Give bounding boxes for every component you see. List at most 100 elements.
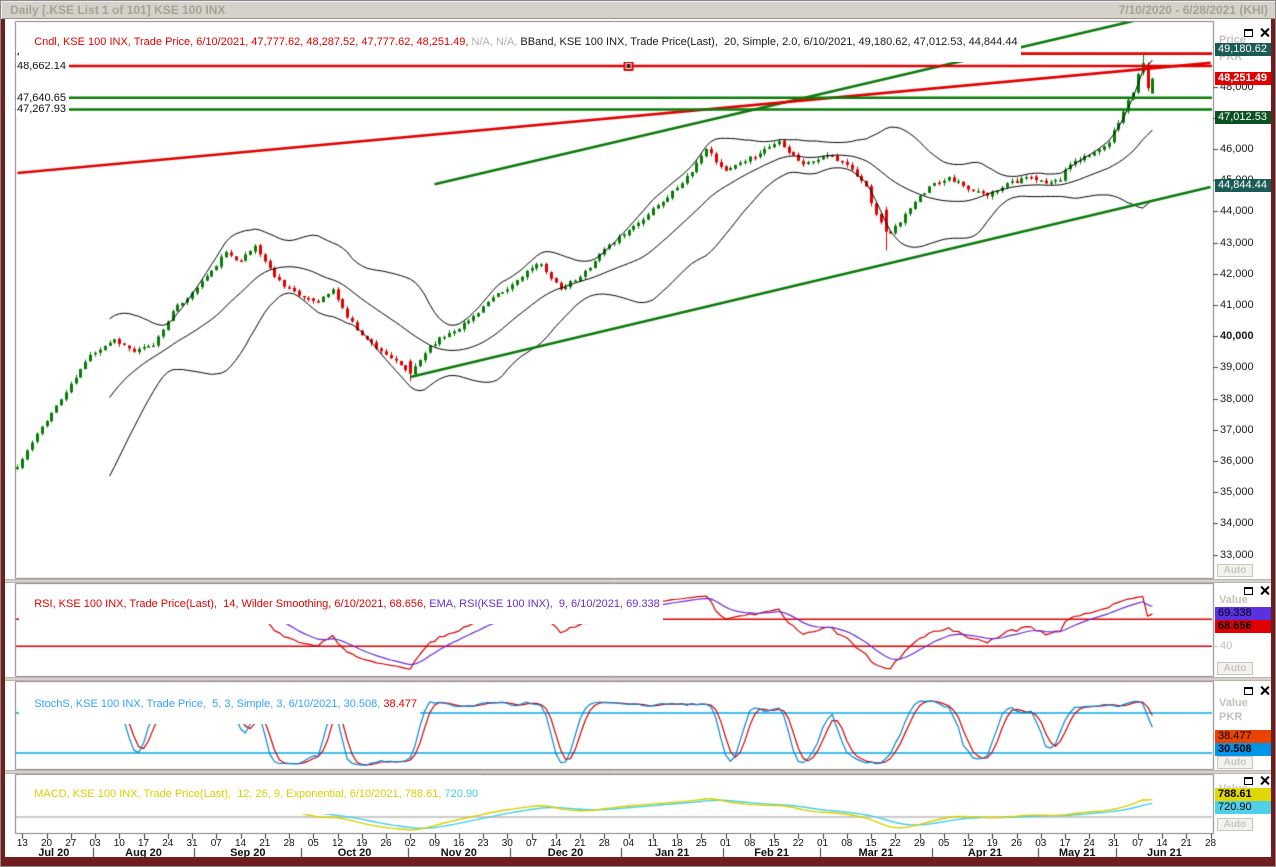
day-tick-label: 12 <box>962 838 974 849</box>
rsi-axis-auto-button[interactable]: Auto <box>1217 662 1253 675</box>
price-legend[interactable]: Cndl, KSE 100 INX, Trade Price, 6/10/202… <box>19 23 1021 62</box>
price-tick-label: 36,000 <box>1220 455 1254 467</box>
day-tick-label: 28 <box>1205 838 1217 849</box>
macd-legend-text: MACD, KSE 100 INX, Trade Price(Last), 12… <box>34 788 445 800</box>
day-tick-label: 05 <box>938 838 950 849</box>
macd-legend[interactable]: MACD, KSE 100 INX, Trade Price(Last), 12… <box>19 775 482 814</box>
day-tick-label: 28 <box>283 838 295 849</box>
rsi-pane-controls <box>1244 586 1274 598</box>
day-tick-label: 24 <box>162 838 174 849</box>
rsi-ema-legend-text: EMA, RSI(KSE 100 INX), 9, 6/10/2021, 69.… <box>429 598 660 610</box>
day-tick-label: 19 <box>356 838 368 849</box>
bband-mid-badge: 47,012.53 <box>1215 110 1275 124</box>
rsi-legend[interactable]: RSI, KSE 100 INX, Trade Price(Last), 14,… <box>19 585 663 624</box>
day-tick-label: 05 <box>307 838 319 849</box>
day-tick-label: 26 <box>1011 838 1023 849</box>
day-tick-label: 14 <box>550 838 562 849</box>
month-label: Aug 20 <box>125 847 162 859</box>
day-tick-label: 18 <box>671 838 683 849</box>
day-tick-label: 30 <box>501 838 513 849</box>
day-tick-label: 07 <box>210 838 222 849</box>
price-axis-auto-button[interactable]: Auto <box>1217 564 1253 577</box>
stoch-axis-currency: PKR <box>1219 711 1243 723</box>
price-tick-label: 46,000 <box>1220 143 1254 155</box>
macd-signal-legend-text: 720.90 <box>444 788 479 800</box>
pane-splitter-macd[interactable] <box>5 770 1273 774</box>
day-tick-label: 29 <box>914 838 926 849</box>
day-tick-label: 23 <box>477 838 489 849</box>
day-tick-label: 17 <box>1059 838 1071 849</box>
window-border-right <box>1271 19 1275 866</box>
stoch-k-badge: 30.508 <box>1215 743 1275 757</box>
last-price-badge: 48,251.49 <box>1215 72 1275 86</box>
day-tick-label: 15 <box>768 838 780 849</box>
maximize-icon[interactable] <box>1244 687 1253 695</box>
rsi-tick-label: 40 <box>1220 640 1233 653</box>
rsi-ema-badge: 69.338 <box>1215 607 1275 620</box>
month-label: Jul 20 <box>38 847 70 859</box>
day-tick-label: 11 <box>647 838 658 849</box>
hline-price-label: 47,640.65 <box>16 91 69 104</box>
price-tick-label: 37,000 <box>1220 423 1254 436</box>
pane-splitter-rsi[interactable] <box>5 579 1273 583</box>
na-legend-text: N/A, N/A, <box>471 36 521 48</box>
price-tick-label: 42,000 <box>1220 267 1254 280</box>
day-tick-label: 07 <box>1132 838 1144 849</box>
bband-upper-badge: 49,180.62 <box>1215 43 1275 57</box>
close-icon[interactable] <box>1260 776 1269 785</box>
rsi-axis-title: Value <box>1219 594 1248 606</box>
day-tick-label: 27 <box>65 838 77 849</box>
day-tick-label: 16 <box>453 838 465 849</box>
close-icon[interactable] <box>1260 586 1269 595</box>
price-axis-title: Price <box>1219 34 1246 46</box>
day-tick-label: 03 <box>89 838 101 849</box>
bband-legend-text: BBand, KSE 100 INX, Trade Price(Last), 2… <box>520 36 1018 48</box>
day-tick-label: 01 <box>816 838 829 849</box>
day-tick-label: 10 <box>113 838 125 849</box>
day-tick-label: 08 <box>744 838 756 849</box>
day-tick-label: 20 <box>40 838 53 849</box>
day-tick-label: 17 <box>137 838 150 849</box>
pane-splitter-stoch[interactable] <box>5 677 1273 681</box>
maximize-icon[interactable] <box>1244 587 1253 595</box>
day-tick-label: 03 <box>1035 838 1047 849</box>
maximize-icon[interactable] <box>1244 777 1253 785</box>
rsi-badge: 68.656 <box>1215 620 1275 634</box>
price-tick-label: 43,000 <box>1220 236 1254 249</box>
month-label: Jan 21 <box>655 847 690 859</box>
day-tick-label: 02 <box>404 838 416 849</box>
date-range-label: 7/10/2020 - 6/28/2021 (KHI) <box>1118 3 1268 17</box>
day-tick-label: 21 <box>1180 838 1192 849</box>
close-icon[interactable] <box>1260 686 1269 695</box>
price-tick-label: 33,000 <box>1220 548 1254 561</box>
day-tick-label: 24 <box>1083 838 1095 849</box>
day-tick-label: 07 <box>525 838 538 849</box>
price-tick-label: 40,000 <box>1220 330 1254 343</box>
day-tick-label: 22 <box>792 838 804 849</box>
price-tick-label: 39,000 <box>1220 361 1254 374</box>
stoch-axis-auto-button[interactable]: Auto <box>1217 756 1253 769</box>
candle-legend-text: Cndl, KSE 100 INX, Trade Price, 6/10/202… <box>34 36 472 48</box>
month-label: Apr 21 <box>967 847 1003 859</box>
maximize-icon[interactable] <box>1244 29 1253 37</box>
month-label: Nov 20 <box>440 847 477 859</box>
title-bar[interactable]: Daily [.KSE List 1 of 101] KSE 100 INX 7… <box>1 1 1275 19</box>
price-tick-label: 35,000 <box>1220 486 1254 499</box>
day-tick-label: 01 <box>719 838 732 849</box>
price-tick-label: 38,000 <box>1220 392 1254 405</box>
close-icon[interactable] <box>1260 28 1269 37</box>
window-border-left <box>1 19 5 866</box>
day-tick-label: 15 <box>865 838 877 849</box>
month-label: Feb 21 <box>754 847 790 859</box>
stoch-legend[interactable]: StochS, KSE 100 INX, Trade Price, 5, 3, … <box>19 685 421 724</box>
day-tick-label: 25 <box>695 838 707 849</box>
window-title: Daily [.KSE List 1 of 101] KSE 100 INX <box>10 3 226 17</box>
month-label: Jun 21 <box>1147 847 1182 859</box>
price-tick-label: 34,000 <box>1220 517 1254 530</box>
macd-axis-auto-button[interactable]: Auto <box>1217 818 1253 831</box>
day-tick-label: 08 <box>841 838 853 849</box>
